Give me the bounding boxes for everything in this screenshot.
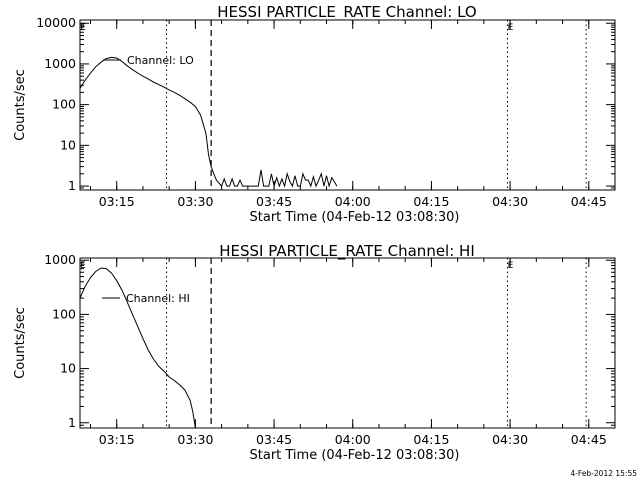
event-marker: E [80,261,86,271]
series-line [79,267,196,429]
event-marker: E [80,23,86,33]
legend-label: Channel: LO [127,54,194,67]
panel-hi: HESSI PARTICLE_RATE Channel: HI 03:15 03:… [13,242,616,463]
x-tick-label: 03:45 [256,432,292,447]
y-tick-label: 1000 [44,252,76,267]
x-tick-label: 04:00 [335,194,371,209]
x-tick-label: 03:45 [256,194,292,209]
x-tick-label: 03:30 [177,432,213,447]
x-tick-label: 04:15 [413,432,449,447]
chart-title-lo: HESSI PARTICLE_RATE Channel: LO [217,3,476,22]
y-tick-label: 100 [52,97,76,112]
x-tick-label: 04:30 [492,432,528,447]
y-tick-label: 1 [68,415,76,430]
y-tick-label: 10000 [36,15,76,30]
x-tick-label: 04:15 [413,194,449,209]
x-tick-label: 04:45 [571,194,607,209]
event-marker: E [508,23,514,33]
x-tick-label: 04:45 [571,432,607,447]
x-axis-label: Start Time (04-Feb-12 03:08:30) [250,210,460,225]
legend-label: Channel: HI [126,292,190,305]
x-tick-label: 04:30 [492,194,528,209]
y-tick-label: 1 [68,178,76,193]
y-tick-label: 10 [60,137,76,152]
panel-lo: HESSI PARTICLE_RATE Channel: LO 03:15 03:… [13,3,616,225]
y-tick-label: 10 [60,361,76,376]
x-tick-label: 03:15 [99,194,135,209]
timestamp: 4-Feb-2012 15:55 [570,469,637,478]
x-tick-label: 03:30 [177,194,213,209]
y-tick-label: 1000 [44,56,76,71]
x-tick-label: 03:15 [99,432,135,447]
x-tick-label: 04:00 [335,432,371,447]
x-axis-label: Start Time (04-Feb-12 03:08:30) [250,448,460,463]
plot-frame [79,257,616,429]
event-marker: E [508,261,514,271]
series-line [79,56,338,189]
y-tick-label: 100 [52,306,76,321]
plot-frame [79,19,616,191]
y-axis-label: Counts/sec [13,69,28,141]
chart-title-hi: HESSI PARTICLE_RATE Channel: HI [219,242,475,261]
y-axis-label: Counts/sec [13,307,28,379]
